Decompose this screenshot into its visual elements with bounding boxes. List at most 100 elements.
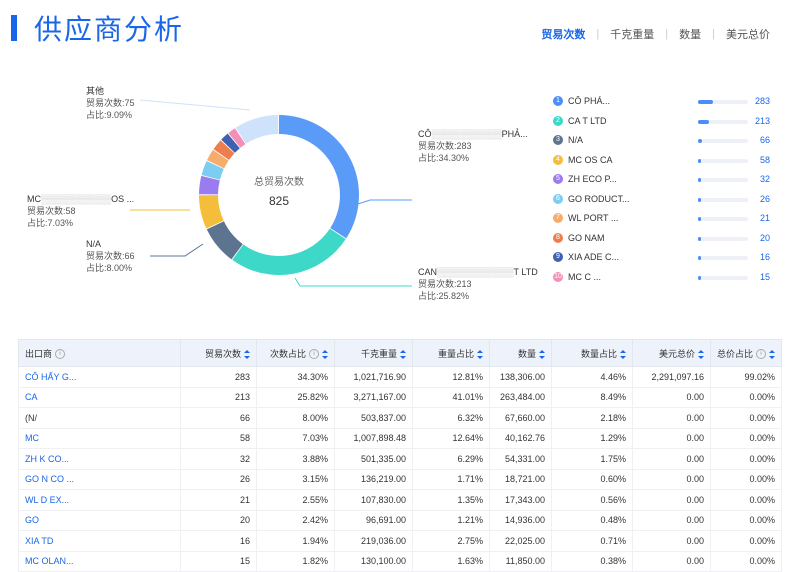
- sort-icon[interactable]: [477, 349, 483, 359]
- exporter-link[interactable]: XIA TD: [18, 530, 181, 552]
- table-cell: 17,343.00: [489, 489, 552, 511]
- supplier-table: 出口商 i 贸易次数 次数占比 i 千克重量 重量占比 数量 数量占比 美元总价 总…: [18, 339, 782, 572]
- exporter-link[interactable]: GO: [18, 509, 181, 531]
- table-row: XIA TD 16 1.94% 219,036.00 2.75% 22,025.00 0.7…: [18, 530, 782, 552]
- callout-line-top-left: [139, 99, 251, 111]
- exporter-link[interactable]: CÔ HẤY G...: [18, 366, 181, 388]
- ranking-bar-fill: [698, 100, 713, 104]
- table-cell: 8.00%: [256, 407, 335, 429]
- donut-segment[interactable]: [232, 228, 346, 275]
- redaction: ▒▒▒▒▒▒▒▒▒▒▒: [41, 194, 112, 204]
- redaction: ▒▒▒▒▒▒▒▒▒▒▒▒: [437, 267, 514, 277]
- ranking-row[interactable]: 4 MC OS CA 58: [553, 152, 783, 172]
- donut-segment[interactable]: [201, 160, 224, 180]
- donut-segment[interactable]: [213, 140, 235, 160]
- sort-icon[interactable]: [539, 349, 545, 359]
- table-cell: 12.64%: [412, 427, 490, 449]
- donut-segment[interactable]: [199, 175, 220, 195]
- col-header-trade-count[interactable]: 贸易次数: [180, 339, 257, 367]
- table-cell: 2,291,097.16: [632, 366, 711, 388]
- table-cell: 34.30%: [256, 366, 335, 388]
- exporter-link[interactable]: MC OLAN...: [18, 550, 181, 572]
- col-header-quantity-share[interactable]: 数量占比: [551, 339, 633, 367]
- ranking-row[interactable]: 6 GO RODUCT... 26: [553, 191, 783, 211]
- donut-segment[interactable]: [235, 115, 279, 144]
- exporter-link[interactable]: ZH K CO...: [18, 448, 181, 470]
- tab-trade-count[interactable]: 贸易次数: [541, 29, 586, 41]
- callout-name-tail: T LTD: [513, 267, 538, 277]
- supplier-table-container: 出口商 i 贸易次数 次数占比 i 千克重量 重量占比 数量 数量占比 美元总价 总…: [18, 339, 782, 572]
- tab-usd-total[interactable]: 美元总价: [726, 29, 770, 41]
- col-header-usd-total[interactable]: 美元总价: [632, 339, 711, 367]
- ranking-bar-track: [698, 236, 748, 241]
- ranking-label: N/A: [568, 135, 584, 145]
- table-cell: 213: [180, 386, 257, 408]
- ranking-row[interactable]: 8 GO NAM 20: [553, 230, 783, 250]
- sort-icon[interactable]: [400, 349, 406, 359]
- ranking-row[interactable]: 1 CÔ PHẢ... 283: [553, 93, 783, 113]
- col-header-exporter: 出口商 i: [18, 339, 181, 367]
- ranking-bar-track: [698, 158, 748, 163]
- sort-icon[interactable]: [698, 349, 704, 359]
- donut-segment[interactable]: [279, 115, 359, 239]
- rank-badge: 8: [553, 232, 563, 243]
- table-cell: 11,850.00: [489, 550, 552, 572]
- table-cell: 7.03%: [256, 427, 335, 449]
- ranking-bar-track: [698, 197, 748, 202]
- donut-segment[interactable]: [221, 133, 240, 153]
- ranking-row[interactable]: 9 XIA ADE C... 16: [553, 249, 783, 269]
- ranking-row[interactable]: 3 N/A 66: [553, 132, 783, 152]
- donut-segment[interactable]: [228, 128, 246, 148]
- donut-segment[interactable]: [207, 149, 229, 169]
- donut-segment[interactable]: [206, 221, 243, 260]
- table-cell: 219,036.00: [334, 530, 413, 552]
- callout-name: CAN▒▒▒▒▒▒▒▒▒▒▒▒T LTD: [418, 266, 538, 278]
- col-header-price-share[interactable]: 总价占比 i: [710, 339, 782, 367]
- callout-name-tail: PHẢ...: [501, 129, 528, 139]
- col-header-count-share[interactable]: 次数占比 i: [256, 339, 335, 367]
- callout-count: 贸易次数:58: [27, 206, 76, 216]
- ranking-value: 16: [759, 252, 770, 262]
- table-cell: 0.00%: [710, 509, 782, 531]
- exporter-link[interactable]: CA: [18, 386, 181, 408]
- exporter-link[interactable]: GO N CO ...: [18, 468, 181, 490]
- tab-quantity[interactable]: 数量: [679, 29, 702, 41]
- donut-segment[interactable]: [199, 195, 224, 229]
- ranking-label: MC C ...: [568, 271, 601, 282]
- table-cell: 1.75%: [551, 448, 633, 470]
- table-cell: 1.29%: [551, 427, 633, 449]
- table-cell: 66: [180, 407, 257, 429]
- sort-icon[interactable]: [322, 349, 328, 359]
- tab-weight-kg[interactable]: 千克重量: [610, 29, 655, 41]
- callout-pct: 占比:25.82%: [418, 291, 470, 301]
- col-header-weight-share[interactable]: 重量占比: [412, 339, 490, 367]
- table-cell: 58: [180, 427, 257, 449]
- table-cell: 40,162.76: [489, 427, 552, 449]
- col-header-label: 数量: [517, 348, 536, 359]
- info-icon[interactable]: i: [309, 349, 319, 360]
- exporter-link[interactable]: (N/: [18, 407, 181, 429]
- rank-badge: 3: [553, 135, 563, 145]
- ranking-row[interactable]: 7 WL PORT ... 21: [553, 210, 783, 230]
- exporter-link[interactable]: MC: [18, 427, 181, 449]
- exporter-link[interactable]: WL D EX...: [18, 489, 181, 511]
- metric-tabs: 贸易次数 | 千克重量 | 数量 | 美元总价: [541, 26, 770, 42]
- table-cell: 0.00%: [710, 386, 782, 408]
- callout-name-tail: OS ...: [111, 194, 135, 204]
- table-cell: 1.21%: [412, 509, 490, 531]
- table-cell: 3,271,167.00: [334, 386, 413, 408]
- sort-icon[interactable]: [769, 349, 776, 359]
- ranking-row[interactable]: 2 CA T LTD 213: [553, 113, 783, 133]
- ranking-row[interactable]: 10 MC C ... 15: [553, 269, 783, 289]
- info-icon[interactable]: i: [55, 349, 66, 360]
- ranking-row[interactable]: 5 ZH ECO P... 32: [553, 171, 783, 191]
- table-cell: 3.15%: [256, 468, 335, 490]
- sort-icon[interactable]: [620, 349, 626, 359]
- table-cell: 130,100.00: [334, 550, 413, 572]
- info-icon[interactable]: i: [756, 349, 767, 360]
- col-header-weight[interactable]: 千克重量: [334, 339, 413, 367]
- sort-icon[interactable]: [244, 349, 250, 359]
- table-cell: 12.81%: [412, 366, 490, 388]
- callout-bottom-right: CAN▒▒▒▒▒▒▒▒▒▒▒▒T LTD 贸易次数:213 占比:25.82%: [418, 266, 538, 302]
- col-header-quantity[interactable]: 数量: [489, 339, 552, 367]
